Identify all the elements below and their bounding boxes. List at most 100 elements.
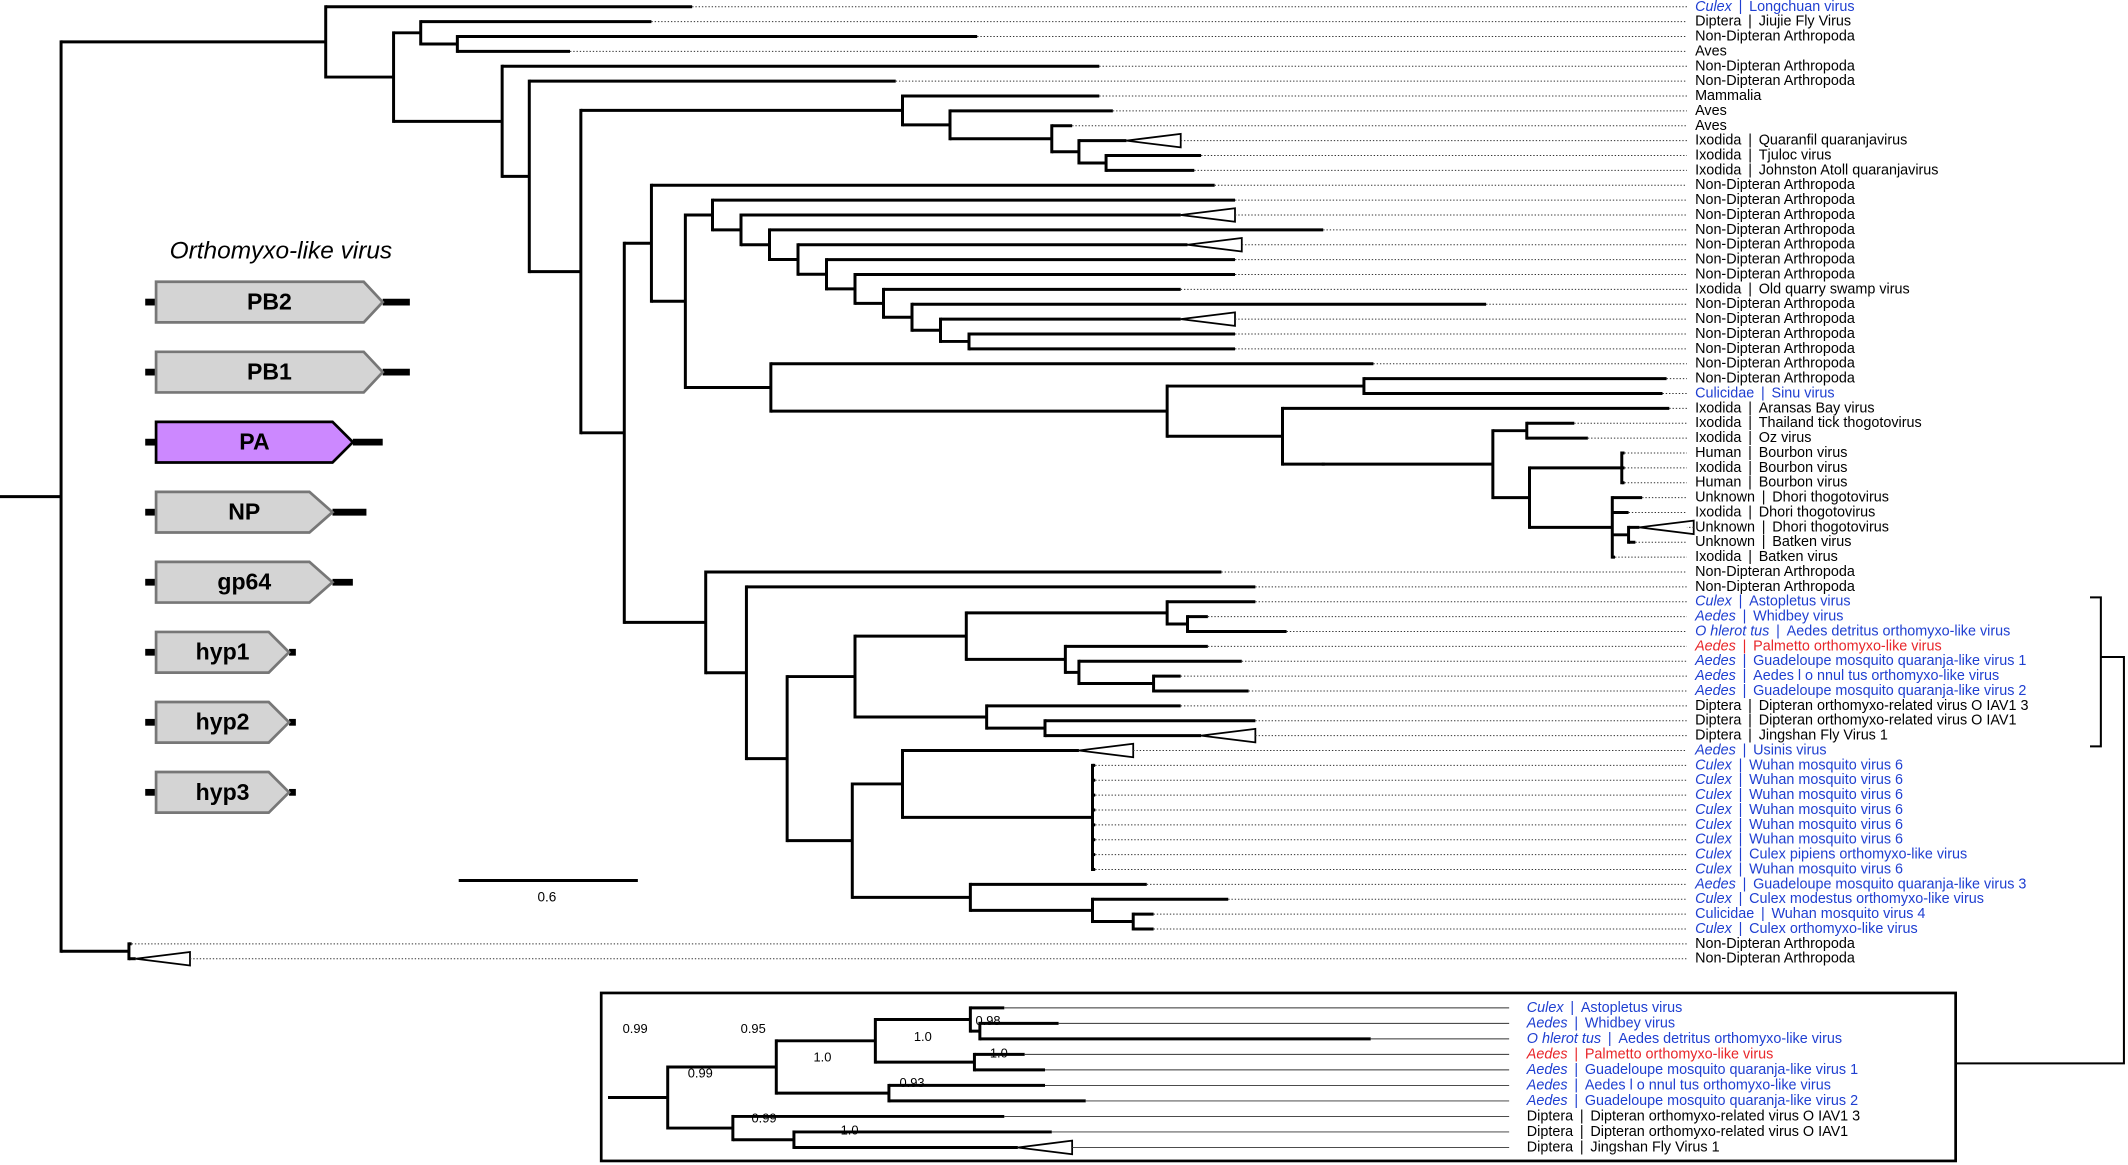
taxon-host: Non-Dipteran Arthropoda <box>1695 370 1855 386</box>
taxon-host: O hlerot tus <box>1695 623 1769 639</box>
separator: | <box>1748 13 1752 29</box>
collapsed-clade <box>1126 132 1182 149</box>
taxon-host: Culex <box>1695 0 1733 15</box>
panel-title: Orthomyxo-like virus <box>170 237 392 264</box>
taxon-virus: Guadeloupe mosquito quaranja-like virus … <box>1753 653 2026 669</box>
taxon-host: Culex <box>1695 891 1733 907</box>
gene-label: PA <box>239 429 270 455</box>
gene-arrow <box>154 350 385 394</box>
gene-arrow <box>154 280 385 324</box>
separator: | <box>1748 147 1752 163</box>
taxon-host: Ixodida <box>1695 504 1741 520</box>
taxon-virus: Usinis virus <box>1753 742 1826 758</box>
gene-label: hyp3 <box>196 779 250 805</box>
separator: | <box>1743 668 1747 684</box>
taxon-host: Diptera <box>1695 698 1741 714</box>
separator: | <box>1762 489 1766 505</box>
taxon-label: Ixodida | Oz virus <box>1695 430 1811 446</box>
separator: | <box>1748 713 1752 729</box>
separator: | <box>1739 861 1743 877</box>
taxon-host: Ixodida <box>1695 430 1741 446</box>
taxon-label: Non-Dipteran Arthropoda <box>1695 192 1855 208</box>
support-value: 0.99 <box>752 1110 777 1125</box>
taxon-label: Aves <box>1695 103 1727 119</box>
taxon-host: Aedes <box>1694 668 1736 684</box>
taxon-label: Aedes | Palmetto orthomyxo-like virus <box>1526 1046 1774 1062</box>
taxon-label: Diptera | Jingshan Fly Virus 1 <box>1527 1139 1720 1155</box>
taxon-label: Culicidae | Wuhan mosquito virus 4 <box>1695 906 1925 922</box>
taxon-virus: Sinu virus <box>1772 385 1835 401</box>
taxon-label: Non-Dipteran Arthropoda <box>1695 73 1855 89</box>
taxon-label: Diptera | Dipteran orthomyxo-related virus… <box>1527 1108 1860 1124</box>
taxon-virus: Wuhan mosquito virus 4 <box>1772 906 1926 922</box>
taxon-virus: Culex modestus orthomyxo-like virus <box>1749 891 1984 907</box>
taxon-virus: Tjuloc virus <box>1759 147 1832 163</box>
taxon-host: Unknown <box>1695 519 1755 535</box>
taxon-host: Unknown <box>1695 489 1755 505</box>
taxon-host: Non-Dipteran Arthropoda <box>1695 237 1855 253</box>
separator: | <box>1739 0 1743 15</box>
separator: | <box>1739 846 1743 862</box>
taxon-host: Non-Dipteran Arthropoda <box>1695 28 1855 44</box>
separator: | <box>1743 608 1747 624</box>
separator: | <box>1574 1015 1578 1031</box>
support-value: 0.98 <box>975 1013 1000 1028</box>
separator: | <box>1748 549 1752 565</box>
taxon-host: Ixodida <box>1695 147 1741 163</box>
taxon-host: Aedes <box>1526 1077 1568 1093</box>
taxon-host: Ixodida <box>1695 132 1741 148</box>
taxon-host: Non-Dipteran Arthropoda <box>1695 266 1855 282</box>
taxon-host: Culex <box>1695 772 1733 788</box>
taxon-label: Culex | Astopletus virus <box>1527 1000 1683 1016</box>
taxon-host: Ixodida <box>1695 415 1741 431</box>
taxon-virus: Aedes detritus orthomyxo-like virus <box>1618 1031 1842 1047</box>
taxon-virus: Jiujie Fly Virus <box>1759 13 1851 29</box>
support-value: 0.95 <box>741 1021 766 1036</box>
taxon-virus: Astopletus virus <box>1749 594 1850 610</box>
taxon-label: Non-Dipteran Arthropoda <box>1695 564 1855 580</box>
separator: | <box>1743 683 1747 699</box>
separator: | <box>1748 400 1752 416</box>
taxon-virus: Wuhan mosquito virus 6 <box>1749 817 1903 833</box>
taxon-host: Aedes <box>1526 1062 1568 1078</box>
separator: | <box>1748 475 1752 491</box>
taxon-virus: Johnston Atoll quaranjavirus <box>1759 162 1939 178</box>
taxon-label: Aves <box>1695 118 1727 134</box>
taxon-label: Non-Dipteran Arthropoda <box>1695 326 1855 342</box>
taxon-host: Non-Dipteran Arthropoda <box>1695 311 1855 327</box>
separator: | <box>1743 638 1747 654</box>
taxon-label: Non-Dipteran Arthropoda <box>1695 341 1855 357</box>
taxon-label: Culex | Culex orthomyxo-like virus <box>1695 921 1918 937</box>
support-value: 0.99 <box>688 1066 713 1081</box>
taxon-virus: Jingshan Fly Virus 1 <box>1759 727 1888 743</box>
taxon-host: Ixodida <box>1695 162 1741 178</box>
taxon-virus: Bourbon virus <box>1759 445 1848 461</box>
taxon-host: Non-Dipteran Arthropoda <box>1695 296 1855 312</box>
taxon-virus: Culex pipiens orthomyxo-like virus <box>1749 846 1967 862</box>
taxon-label: Ixodida | Thailand tick thogotovirus <box>1695 415 1922 431</box>
taxon-label: Culex | Wuhan mosquito virus 6 <box>1695 817 1903 833</box>
taxon-virus: Wuhan mosquito virus 6 <box>1749 861 1903 877</box>
taxon-host: Culex <box>1695 787 1733 803</box>
gene-arrow <box>154 420 355 464</box>
taxon-virus: Wuhan mosquito virus 6 <box>1749 832 1903 848</box>
taxon-host: Diptera <box>1527 1108 1573 1124</box>
taxon-label: Aedes | Aedes l o nnul tus orthomyxo-like … <box>1694 668 1999 684</box>
taxon-label: Human | Bourbon virus <box>1695 475 1847 491</box>
separator: | <box>1739 772 1743 788</box>
taxon-label: Non-Dipteran Arthropoda <box>1695 177 1855 193</box>
taxon-label: Human | Bourbon virus <box>1695 445 1847 461</box>
taxon-label: Aedes | Guadeloupe mosquito quaranja-like … <box>1694 683 2026 699</box>
separator: | <box>1739 832 1743 848</box>
taxon-virus: Dipteran orthomyxo-related virus O IAV1 … <box>1590 1108 1860 1124</box>
taxon-host: Non-Dipteran Arthropoda <box>1695 251 1855 267</box>
taxon-label: Non-Dipteran Arthropoda <box>1695 296 1855 312</box>
taxon-host: Aves <box>1695 118 1727 134</box>
taxon-label: Unknown | Dhori thogotovirus <box>1695 489 1889 505</box>
taxon-host: Non-Dipteran Arthropoda <box>1695 326 1855 342</box>
gene-label: PB2 <box>247 289 292 315</box>
taxon-host: Diptera <box>1695 727 1741 743</box>
collapsed-clade <box>135 950 191 967</box>
taxon-virus: Palmetto orthomyxo-like virus <box>1585 1046 1774 1062</box>
taxon-label: O hlerot tus | Aedes detritus orthomyxo-li… <box>1695 623 2010 639</box>
